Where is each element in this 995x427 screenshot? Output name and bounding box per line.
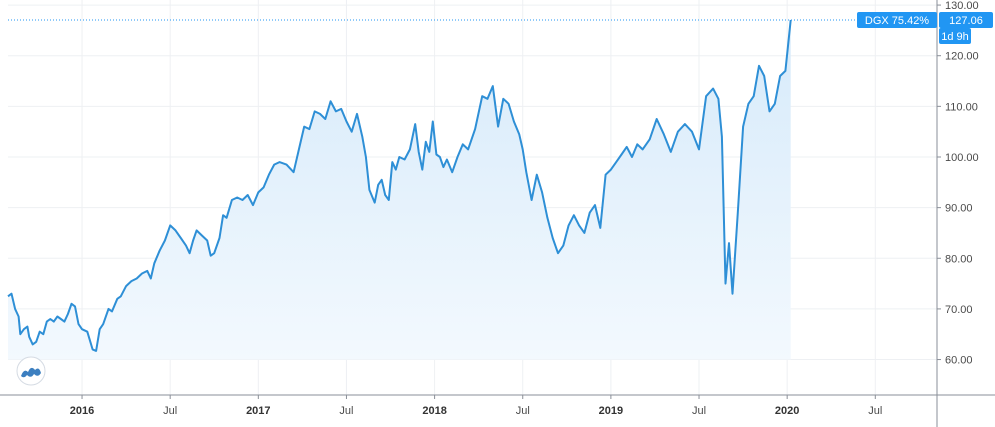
x-tick-label-9: Jul bbox=[868, 405, 882, 417]
logo-cloud-shape bbox=[21, 367, 41, 378]
x-tick-label-3: Jul bbox=[339, 405, 353, 417]
countdown-badge bbox=[939, 27, 971, 44]
price-area-fill bbox=[8, 20, 791, 360]
y-tick-label-0: 60.00 bbox=[945, 355, 973, 367]
x-tick-label-7: Jul bbox=[692, 405, 706, 417]
x-tick-label-5: Jul bbox=[516, 405, 530, 417]
symbol-change-badge bbox=[857, 11, 937, 28]
y-tick-label-6: 120.00 bbox=[945, 51, 979, 63]
price-line bbox=[7, 19, 792, 352]
last-value-badge bbox=[939, 11, 993, 28]
y-tick-label-4: 100.00 bbox=[945, 152, 979, 164]
y-tick-label-7: 130.00 bbox=[945, 0, 979, 12]
x-tick-label-0: 2016 bbox=[70, 405, 94, 417]
countdown-text: 1d 9h bbox=[941, 31, 969, 43]
x-tick-label-8: 2020 bbox=[775, 405, 799, 417]
y-tick-label-1: 70.00 bbox=[945, 304, 973, 316]
last-value-tag[interactable]: DGX 75.42% 127.06 1d 9h bbox=[857, 11, 993, 44]
x-tick-label-1: Jul bbox=[163, 405, 177, 417]
symbol-change-text: DGX 75.42% bbox=[865, 15, 929, 27]
last-value-text: 127.06 bbox=[949, 15, 983, 27]
y-tick-label-3: 90.00 bbox=[945, 203, 973, 215]
x-axis-ticks: 2016 Jul 2017 Jul 2018 Jul 2019 Jul 2020 Jul bbox=[70, 395, 882, 417]
y-tick-label-5: 110.00 bbox=[945, 101, 978, 113]
x-tick-label-6: 2019 bbox=[599, 405, 623, 417]
tradingview-logo-icon[interactable] bbox=[16, 356, 46, 386]
y-axis-ticks: 60.00 70.00 80.00 90.00 100.00 110.00 120.00 13… bbox=[937, 0, 979, 367]
x-tick-label-4: 2018 bbox=[422, 405, 446, 417]
x-tick-label-2: 2017 bbox=[246, 405, 270, 417]
y-tick-label-2: 80.00 bbox=[945, 253, 973, 265]
